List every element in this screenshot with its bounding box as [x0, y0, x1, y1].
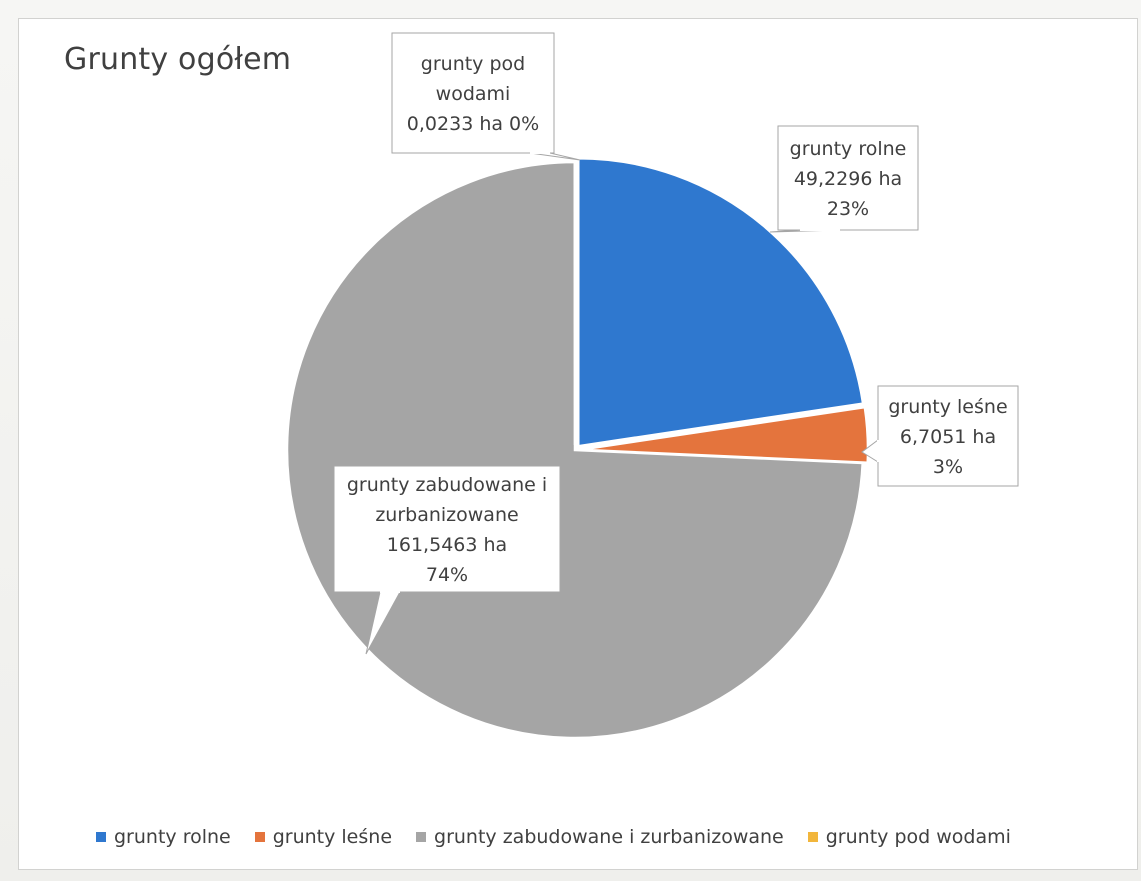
legend-label: grunty pod wodami — [825, 826, 1011, 848]
legend-item: grunty leśne — [254, 826, 393, 848]
legend-item: grunty rolne — [96, 826, 231, 848]
data-label-line: 74% — [426, 564, 468, 586]
data-label-line: 161,5463 ha — [387, 534, 507, 556]
data-label-grunty-pod-wodami: grunty pod wodami 0,0233 ha 0% — [391, 32, 581, 161]
legend-item: grunty zabudowane i zurbanizowane — [416, 826, 784, 848]
slice-grunty-rolne — [577, 156, 865, 448]
data-label-line: zurbanizowane — [375, 504, 518, 526]
data-label-grunty-rolne: grunty rolne 49,2296 ha 23% — [769, 125, 919, 233]
legend-label: grunty rolne — [114, 826, 231, 848]
data-label-grunty-lesne: grunty leśne 6,7051 ha 3% — [861, 385, 1019, 487]
legend-item: grunty pod wodami — [807, 826, 1011, 848]
data-label-line: grunty pod — [421, 53, 525, 75]
legend-swatch — [416, 832, 427, 842]
data-label-grunty-zabudowane: grunty zabudowane i zurbanizowane 161,5463… — [333, 465, 561, 655]
data-label-line: 3% — [933, 456, 963, 478]
data-label-line: 49,2296 ha — [794, 168, 902, 190]
legend-swatch — [96, 832, 106, 842]
data-label-line: 23% — [827, 198, 869, 220]
data-label-line: 6,7051 ha — [900, 426, 996, 448]
legend-swatch — [254, 832, 265, 842]
data-label-line: wodami — [436, 83, 511, 105]
chart-legend: grunty rolne grunty leśne grunty zabudowan… — [96, 826, 1011, 848]
slice-grunty-lesne — [579, 405, 870, 465]
legend-label: grunty leśne — [272, 826, 393, 848]
legend-swatch — [807, 832, 818, 842]
data-label-line: grunty zabudowane i — [347, 474, 547, 496]
data-label-line: 0,0233 ha 0% — [407, 113, 539, 135]
chart-title: Grunty ogółem — [64, 42, 292, 77]
data-label-line: grunty rolne — [790, 138, 907, 160]
data-label-line: grunty leśne — [888, 396, 1007, 418]
legend-label: grunty zabudowane i zurbanizowane — [434, 826, 784, 848]
